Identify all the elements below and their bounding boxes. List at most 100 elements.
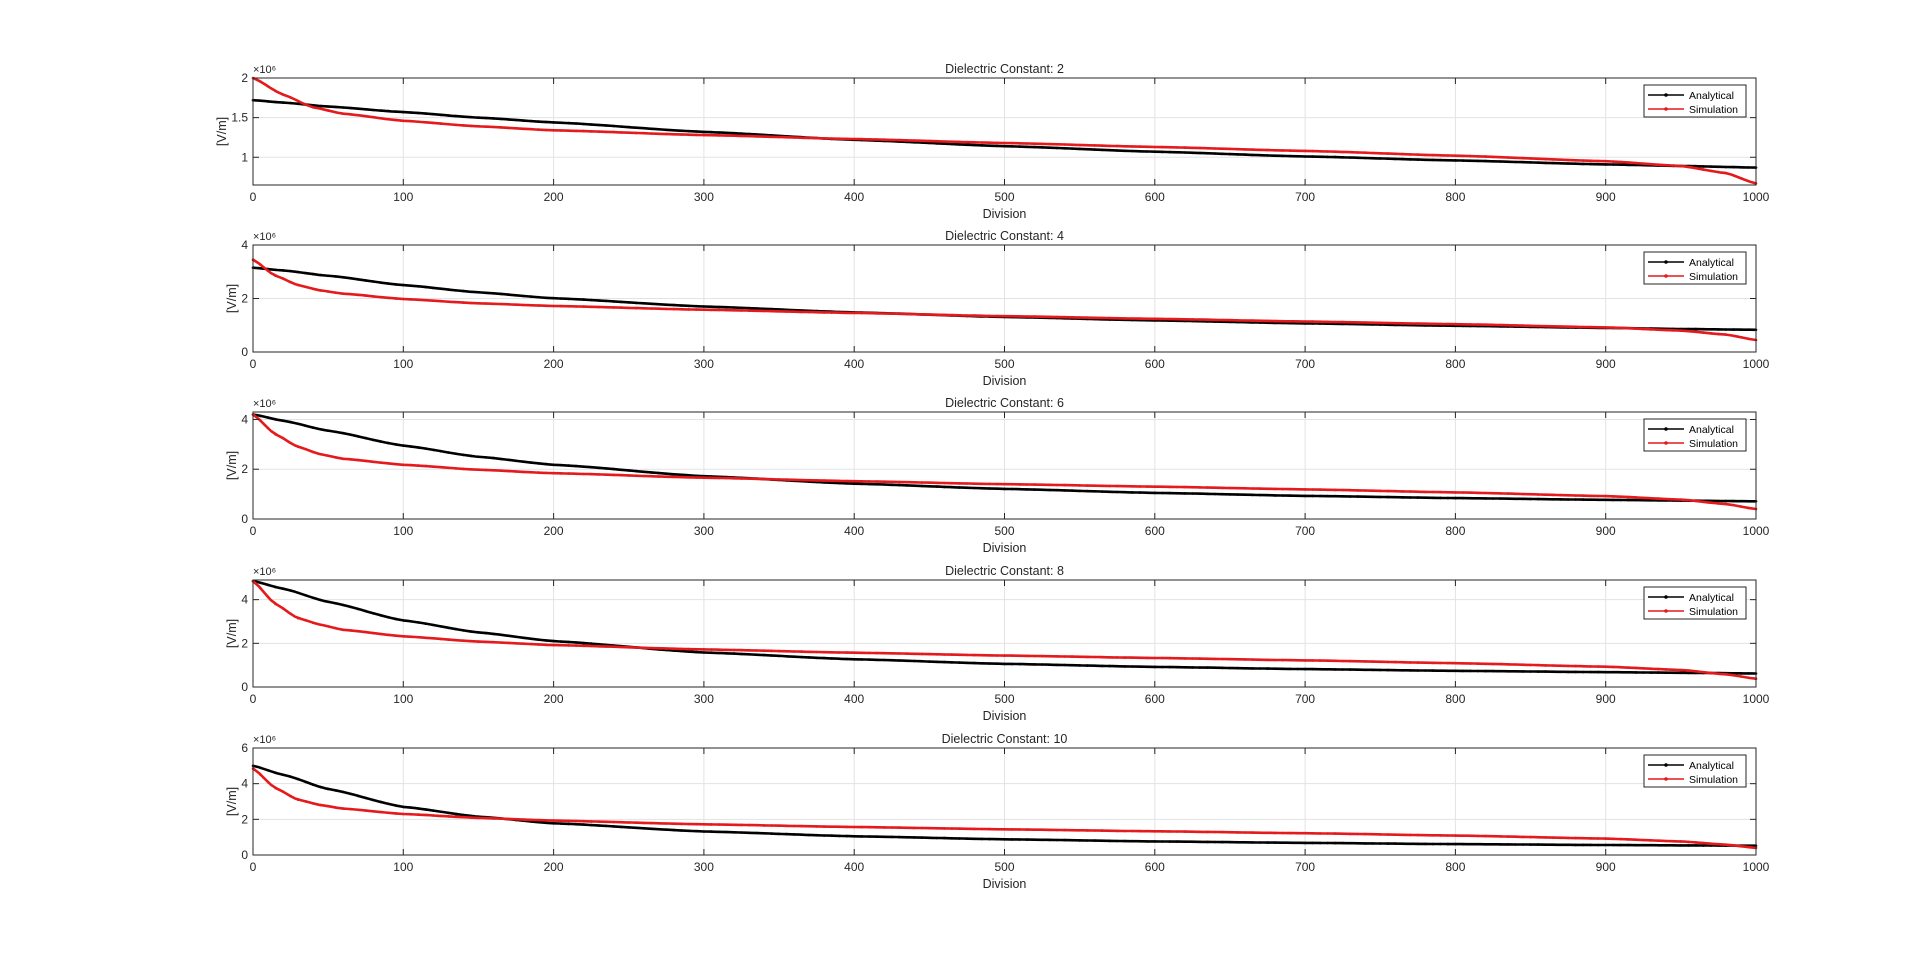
series-point-simulation (1348, 150, 1352, 154)
series-point-simulation (597, 130, 600, 133)
series-point-analytical (1499, 669, 1502, 673)
series-point-analytical (371, 798, 375, 802)
series-point-simulation (1424, 661, 1427, 664)
series-point-analytical (672, 129, 676, 132)
series-point-simulation (1191, 318, 1194, 321)
series-point-simulation (1063, 655, 1066, 658)
series-point-analytical (635, 301, 638, 305)
series-point-simulation (454, 467, 458, 470)
series-point-analytical (1476, 842, 1480, 846)
series-point-analytical (1664, 671, 1668, 674)
series-point-analytical (394, 283, 398, 286)
series-point-simulation (1048, 142, 1051, 146)
series-point-analytical (1446, 159, 1450, 162)
series-point-analytical (364, 609, 368, 613)
series-point-simulation (589, 305, 593, 309)
series-point-analytical (484, 456, 488, 459)
series-point-simulation (1702, 331, 1705, 334)
series-point-analytical (1431, 669, 1435, 672)
series-point-analytical (875, 658, 878, 662)
series-point-analytical (507, 118, 510, 121)
series-point-analytical (567, 121, 570, 125)
series-point-simulation (1469, 662, 1472, 665)
series-point-analytical (702, 130, 706, 134)
series-point-simulation (522, 818, 525, 821)
subplot-1: 0 100 200 300 400 500 600 700 800 900 100011.52×10… (215, 62, 1770, 221)
x-tick-label: 300 (694, 190, 714, 204)
series-point-simulation (1416, 322, 1420, 325)
y-tick-label: 2 (241, 71, 248, 85)
series-point-simulation (1596, 159, 1600, 163)
series-point-analytical (702, 305, 706, 308)
series-point-simulation (875, 480, 878, 483)
series-point-simulation (725, 134, 728, 137)
series-point-analytical (522, 294, 525, 298)
series-point-analytical (1206, 840, 1209, 844)
series-point-simulation (785, 824, 788, 828)
series-point-analytical (965, 661, 969, 665)
series-point-analytical (627, 826, 631, 829)
series-point-simulation (1642, 496, 1645, 500)
series-point-simulation (657, 307, 661, 311)
series-point-analytical (1183, 492, 1187, 495)
series-point-simulation (597, 473, 600, 476)
series-point-simulation (454, 638, 458, 642)
series-point-analytical (1747, 166, 1750, 169)
series-point-simulation (1439, 490, 1442, 494)
series-point-simulation (680, 475, 683, 479)
series-point-simulation (815, 650, 818, 654)
series-point-simulation (642, 821, 646, 825)
series-point-analytical (1484, 669, 1487, 673)
series-point-analytical (770, 307, 773, 311)
series-point-analytical (958, 837, 961, 840)
series-point-simulation (1724, 673, 1728, 676)
series-point-analytical (710, 305, 713, 309)
x-tick-label: 0 (250, 357, 257, 371)
series-point-simulation (1266, 148, 1269, 152)
series-point-simulation (544, 128, 548, 132)
series-point-simulation (559, 643, 563, 647)
series-point-simulation (1619, 837, 1622, 841)
series-point-simulation (845, 479, 848, 483)
series-point-simulation (1048, 483, 1051, 487)
series-point-simulation (1679, 668, 1683, 672)
series-point-analytical (1476, 159, 1480, 163)
series-point-analytical (1281, 494, 1284, 497)
series-point-simulation (747, 823, 751, 827)
series-point-analytical (1198, 151, 1202, 155)
series-point-simulation (1333, 320, 1337, 324)
series-point-simulation (762, 309, 766, 313)
series-point-simulation (1146, 485, 1149, 488)
series-point-analytical (1356, 668, 1359, 671)
series-point-analytical (402, 283, 405, 287)
series-point-simulation (1461, 154, 1465, 158)
series-point-simulation (695, 133, 698, 137)
series-point-analytical (349, 277, 353, 280)
series-point-simulation (1401, 152, 1405, 156)
series-point-simulation (1739, 505, 1743, 508)
series-point-simulation (928, 139, 931, 143)
series-point-simulation (1138, 145, 1142, 148)
series-point-simulation (845, 137, 848, 141)
series-point-analytical (589, 298, 593, 302)
series-point-simulation (1010, 315, 1014, 318)
series-point-simulation (852, 137, 856, 141)
series-point-simulation (1476, 155, 1480, 158)
series-point-analytical (943, 836, 946, 840)
series-point-simulation (1672, 839, 1675, 843)
series-point-analytical (266, 769, 270, 772)
series-point-simulation (1221, 657, 1224, 661)
legend-label-simulation: Simulation (1689, 104, 1738, 116)
y-axis-label: [V/m] (225, 451, 239, 480)
series-point-simulation (1138, 656, 1142, 660)
series-point-simulation (800, 136, 803, 139)
series-point-analytical (1228, 152, 1232, 156)
series-point-analytical (1371, 156, 1374, 160)
series-point-simulation (387, 633, 390, 637)
series-point-simulation (1070, 484, 1074, 487)
series-point-simulation (1341, 832, 1344, 836)
series-point-analytical (650, 827, 653, 831)
series-point-simulation (552, 819, 555, 822)
series-point-analytical (319, 785, 322, 789)
